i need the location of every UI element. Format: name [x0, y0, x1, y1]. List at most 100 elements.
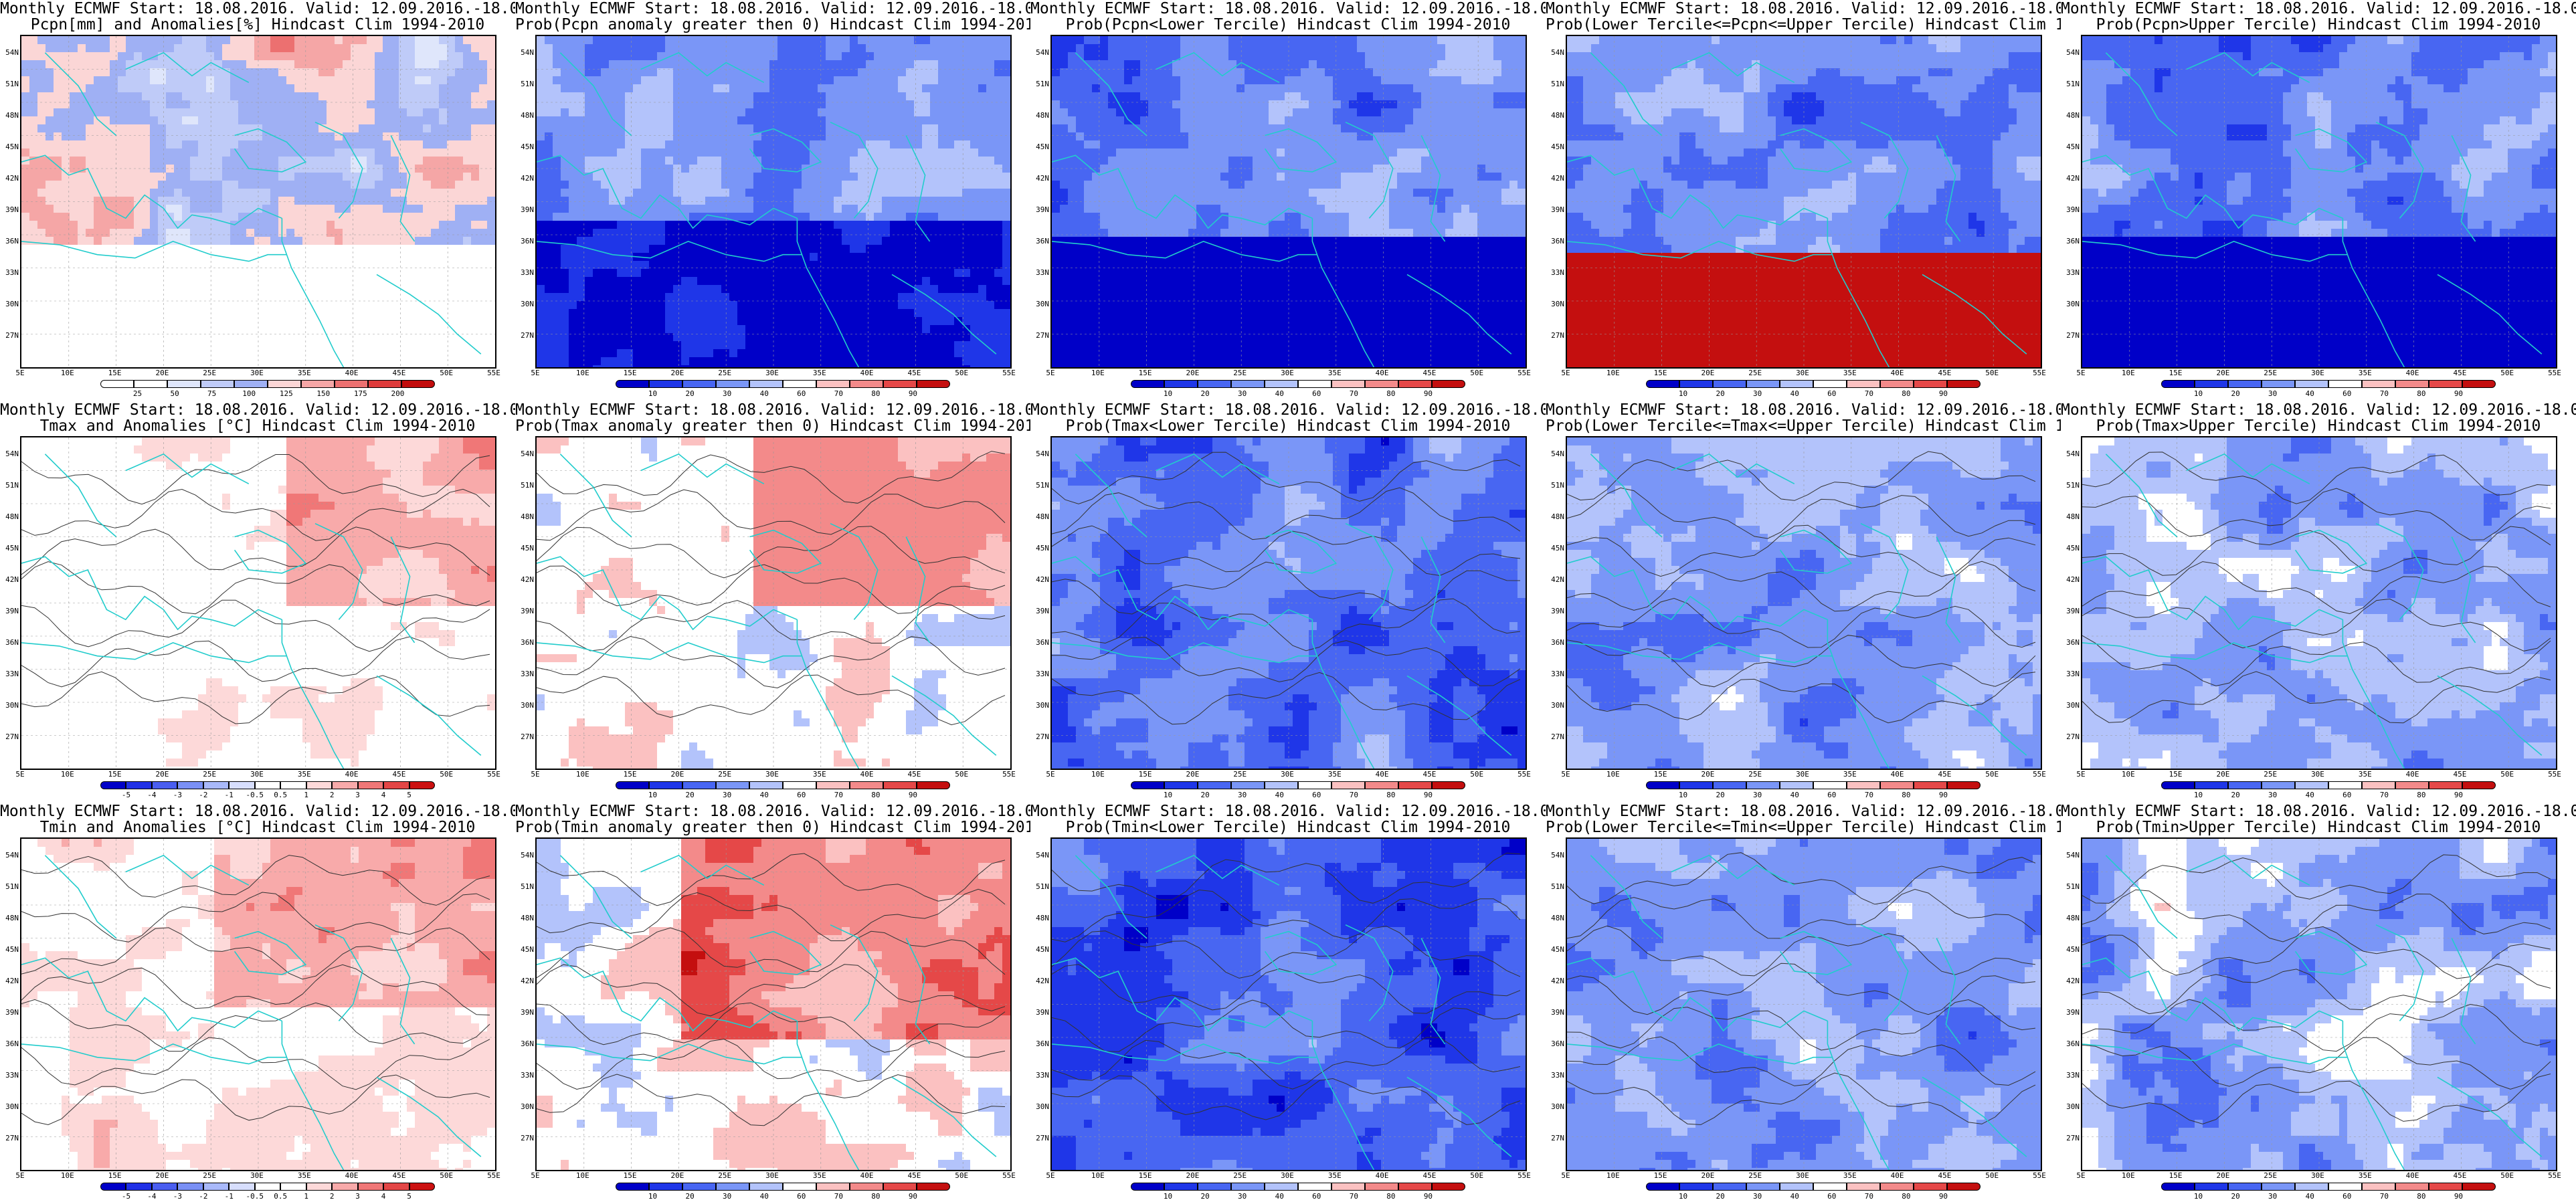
colorbar-tick-label: -3	[167, 791, 187, 799]
colorbar-segment	[2395, 380, 2429, 388]
lat-label: 30N	[0, 701, 19, 710]
colorbar-segment	[1131, 1183, 1164, 1191]
lat-label: 30N	[1546, 701, 1564, 710]
lon-label: 5E	[2071, 1171, 2091, 1180]
lat-label: 33N	[515, 670, 534, 678]
lon-label: 35E	[2355, 770, 2375, 779]
shaded-field	[2082, 839, 2556, 1170]
colorbar-segment	[1432, 1183, 1465, 1191]
colorbar-segment	[1713, 380, 1746, 388]
colorbar-segment	[1231, 380, 1265, 388]
colorbar-segment	[2429, 380, 2462, 388]
lon-label: 25E	[199, 1171, 219, 1180]
colorbar-tick-label: 60	[1307, 1192, 1327, 1201]
lon-label: 55E	[2029, 369, 2049, 377]
colorbar: 10 20 30 40 60 70 80 90	[1646, 781, 1981, 799]
colorbar-segment	[783, 1183, 816, 1191]
map-area	[1566, 436, 2042, 770]
colorbar-tick-label: 90	[1933, 791, 1953, 799]
colorbar-tick-label: 1	[296, 1192, 316, 1201]
shaded-field	[1052, 36, 1526, 367]
lat-label: 51N	[2061, 80, 2080, 88]
lon-label: 25E	[2260, 1171, 2280, 1180]
lon-label: 15E	[1135, 1171, 1156, 1180]
colorbar-tick-label: 90	[2448, 1192, 2468, 1201]
colorbar-tick-label: 60	[1822, 1192, 1842, 1201]
lon-label: 35E	[810, 770, 830, 779]
lat-label: 36N	[1030, 638, 1049, 647]
lon-label: 40E	[2403, 369, 2423, 377]
shaded-field	[21, 437, 495, 769]
lon-label: 50E	[951, 369, 972, 377]
colorbar-segment	[2295, 781, 2328, 789]
lat-label: 36N	[515, 638, 534, 647]
colorbar-tick-label: 4	[373, 1192, 393, 1201]
colorbar-tick-label: 80	[866, 1192, 886, 1201]
lat-label: 30N	[515, 1102, 534, 1111]
lat-label: 33N	[515, 268, 534, 277]
map-panel: Monthly ECMWF Start: 18.08.2016. Valid: …	[0, 401, 515, 803]
map-panel: Monthly ECMWF Start: 18.08.2016. Valid: …	[1546, 0, 2061, 401]
colorbar-tick-label: 70	[1859, 791, 1879, 799]
colorbar-segment	[401, 380, 435, 388]
lon-label: 25E	[1745, 369, 1765, 377]
colorbar-tick-label: 40	[1269, 389, 1289, 398]
lat-label: 42N	[515, 174, 534, 183]
lon-label: 20E	[2213, 770, 2233, 779]
lat-label: 42N	[1546, 174, 1564, 183]
lat-label: 36N	[0, 1039, 19, 1048]
colorbar-tick-label: -0.5	[245, 791, 265, 799]
colorbar-segment	[1331, 781, 1365, 789]
colorbar-segment	[2429, 781, 2462, 789]
lat-label: 45N	[0, 945, 19, 954]
colorbar-tick-label: 2	[322, 1192, 342, 1201]
panel-title-line1: Monthly ECMWF Start: 18.08.2016. Valid: …	[1546, 803, 2061, 820]
lat-label: 33N	[1546, 670, 1564, 678]
lat-label: 54N	[1030, 851, 1049, 860]
colorbar-segment	[126, 1183, 152, 1191]
lon-label: 45E	[904, 770, 924, 779]
lon-label: 25E	[2260, 369, 2280, 377]
lat-label: 30N	[2061, 701, 2080, 710]
colorbar-tick-label: 0.5	[270, 1192, 290, 1201]
map-panel: Monthly ECMWF Start: 18.08.2016. Valid: …	[1546, 401, 2061, 803]
lon-label: 15E	[105, 770, 125, 779]
colorbar-tick-label: 10	[2189, 791, 2209, 799]
lon-label: 40E	[342, 1171, 362, 1180]
lon-label: 45E	[389, 770, 409, 779]
map-panel: Monthly ECMWF Start: 18.08.2016. Valid: …	[515, 0, 1030, 401]
lon-label: 50E	[951, 770, 972, 779]
colorbar-segment	[749, 781, 783, 789]
lat-label: 45N	[1030, 544, 1049, 553]
colorbar-segment	[1746, 781, 1780, 789]
lat-label: 39N	[0, 1008, 19, 1017]
colorbar-segment	[2328, 1183, 2362, 1191]
colorbar-segment	[917, 1183, 950, 1191]
panel-title-line1: Monthly ECMWF Start: 18.08.2016. Valid: …	[1030, 803, 1546, 820]
lon-label: 25E	[1230, 369, 1250, 377]
lon-label: 10E	[58, 1171, 78, 1180]
colorbar-segment	[383, 781, 409, 789]
colorbar: 10 20 30 40 60 70 80 90	[2161, 1183, 2496, 1201]
map-area	[2081, 436, 2557, 770]
colorbar-segment	[1198, 781, 1231, 789]
colorbar-segment	[203, 1183, 229, 1191]
colorbar-tick-label: 90	[1933, 1192, 1953, 1201]
lat-label: 51N	[0, 80, 19, 88]
colorbar-segment	[2362, 380, 2395, 388]
lon-label: 55E	[1514, 369, 1534, 377]
lon-label: 45E	[1934, 1171, 1954, 1180]
colorbar-segment	[280, 1183, 306, 1191]
colorbar-tick-label: 20	[1710, 389, 1730, 398]
colorbar-segment	[409, 1183, 435, 1191]
colorbar-segment	[1914, 1183, 1947, 1191]
colorbar-tick-label: 30	[2263, 791, 2283, 799]
colorbar-segment	[850, 781, 883, 789]
shaded-field	[537, 839, 1010, 1170]
lat-label: 33N	[2061, 268, 2080, 277]
colorbar-tick-label: 10	[1158, 791, 1178, 799]
colorbar-tick-label: -4	[142, 791, 162, 799]
colorbar-segment	[1164, 781, 1198, 789]
colorbar-segment	[682, 1183, 716, 1191]
lon-label: 40E	[342, 369, 362, 377]
